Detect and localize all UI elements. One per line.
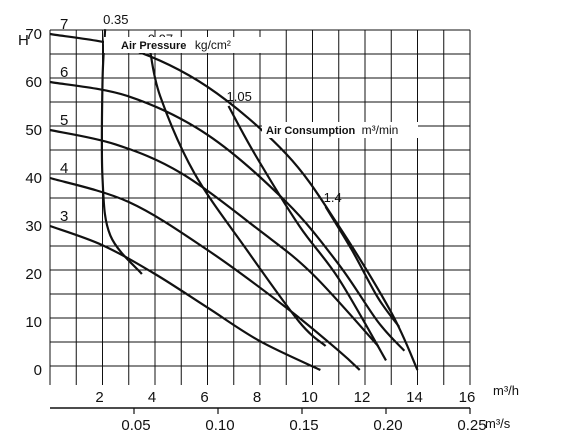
x2-tick-label: 0.15 xyxy=(289,417,318,434)
x2-tick-label: 0.05 xyxy=(121,417,150,434)
y-tick-label: 60 xyxy=(25,74,42,91)
pressure-legend-box xyxy=(104,37,266,53)
consumption-legend-unit: m³/min xyxy=(362,123,399,137)
consumption-legend: Air Consumption m³/min xyxy=(266,121,398,138)
x-tick-label: 6 xyxy=(200,389,208,406)
y-tick-label: 10 xyxy=(25,314,42,331)
consumption-curve-label: 1.4 xyxy=(324,190,342,205)
y-tick-label: 40 xyxy=(25,170,42,187)
y-tick-label: 50 xyxy=(25,122,42,139)
x-tick-label: 4 xyxy=(148,389,156,406)
x2-tick-label: 0.25 xyxy=(457,417,486,434)
pressure-curve-label: 6 xyxy=(60,64,68,81)
y-tick-label: 0 xyxy=(34,362,42,379)
pressure-legend-unit: kg/cm² xyxy=(195,38,231,52)
x-tick-label: 10 xyxy=(301,389,318,406)
consumption-legend-title: Air Consumption xyxy=(266,125,355,137)
y-axis-label: H xyxy=(18,32,29,49)
pressure-curve-3 xyxy=(49,224,321,371)
pressure-curve-label: 4 xyxy=(60,160,68,177)
x2-tick-label: 0.20 xyxy=(373,417,402,434)
x2-tick-labels: 0.05 0.10 0.15 0.20 0.25 xyxy=(121,408,487,434)
x2-axis-unit: m³/s xyxy=(485,416,511,431)
x-tick-label: 12 xyxy=(354,389,371,406)
pressure-curve-label: 5 xyxy=(60,112,68,129)
y-tick-label: 30 xyxy=(25,218,42,235)
x-tick-labels: 2 4 6 8 10 12 14 16 xyxy=(95,389,475,406)
pressure-legend: Air Pressure kg/cm² xyxy=(121,36,231,53)
x-tick-label: 2 xyxy=(95,389,103,406)
consumption-curve-label: 0.35 xyxy=(103,12,128,27)
y-tick-label: 20 xyxy=(25,266,42,283)
y-tick-labels: 0 10 20 30 40 50 60 70 xyxy=(25,26,42,379)
pressure-curve-label: 3 xyxy=(60,208,68,225)
x-tick-label: 8 xyxy=(253,389,261,406)
x-tick-label: 14 xyxy=(406,389,423,406)
y-tick-label: 70 xyxy=(25,26,42,43)
consumption-curve-1-4 xyxy=(324,206,401,328)
x-axis-unit: m³/h xyxy=(493,383,519,398)
consumption-curve-label: 1.05 xyxy=(227,89,252,104)
consumption-curve-1-05 xyxy=(227,105,387,361)
pressure-legend-title: Air Pressure xyxy=(121,40,186,52)
pressure-curve-label: 7 xyxy=(60,16,68,33)
consumption-legend-box xyxy=(262,122,418,138)
x2-tick-label: 0.10 xyxy=(205,417,234,434)
pressure-curve-5 xyxy=(49,128,379,347)
consumption-curve-0-07 xyxy=(148,48,327,347)
consumption-curve-0-35 xyxy=(100,29,143,275)
x-tick-label: 16 xyxy=(459,389,476,406)
pressure-curve-4 xyxy=(49,176,361,371)
grid xyxy=(49,29,471,385)
